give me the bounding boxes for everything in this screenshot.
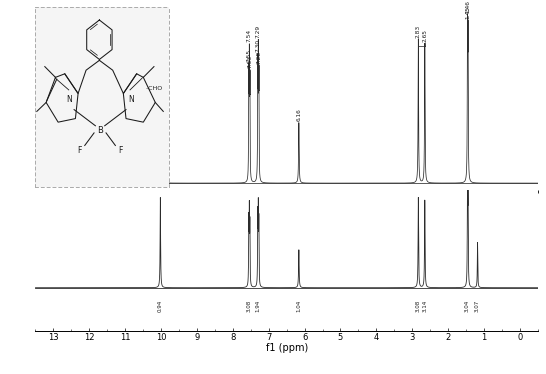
Text: 3.14: 3.14 [422, 300, 428, 312]
Text: 7.29: 7.29 [256, 25, 261, 38]
Text: 7.30: 7.30 [256, 39, 260, 52]
Text: 2.65: 2.65 [422, 29, 428, 42]
Text: 0.94: 0.94 [158, 300, 163, 312]
Text: 2.83: 2.83 [416, 24, 421, 37]
Text: 1.45: 1.45 [466, 6, 471, 19]
Text: 1.94: 1.94 [256, 300, 261, 312]
Text: 7.53: 7.53 [247, 55, 252, 68]
Text: 10.02: 10.02 [158, 21, 163, 38]
Text: 1.46: 1.46 [465, 0, 470, 13]
Text: 3.08: 3.08 [247, 300, 252, 312]
Text: 3.04: 3.04 [465, 300, 470, 312]
Text: 1.04: 1.04 [296, 300, 301, 312]
Text: 6.16: 6.16 [296, 108, 301, 121]
Text: 7.54: 7.54 [247, 29, 252, 42]
Text: 7.28: 7.28 [256, 50, 262, 64]
X-axis label: f1 (ppm): f1 (ppm) [265, 343, 308, 353]
Text: 7.55: 7.55 [246, 48, 251, 62]
Text: 3.07: 3.07 [475, 300, 480, 312]
Text: 3.08: 3.08 [416, 300, 421, 312]
